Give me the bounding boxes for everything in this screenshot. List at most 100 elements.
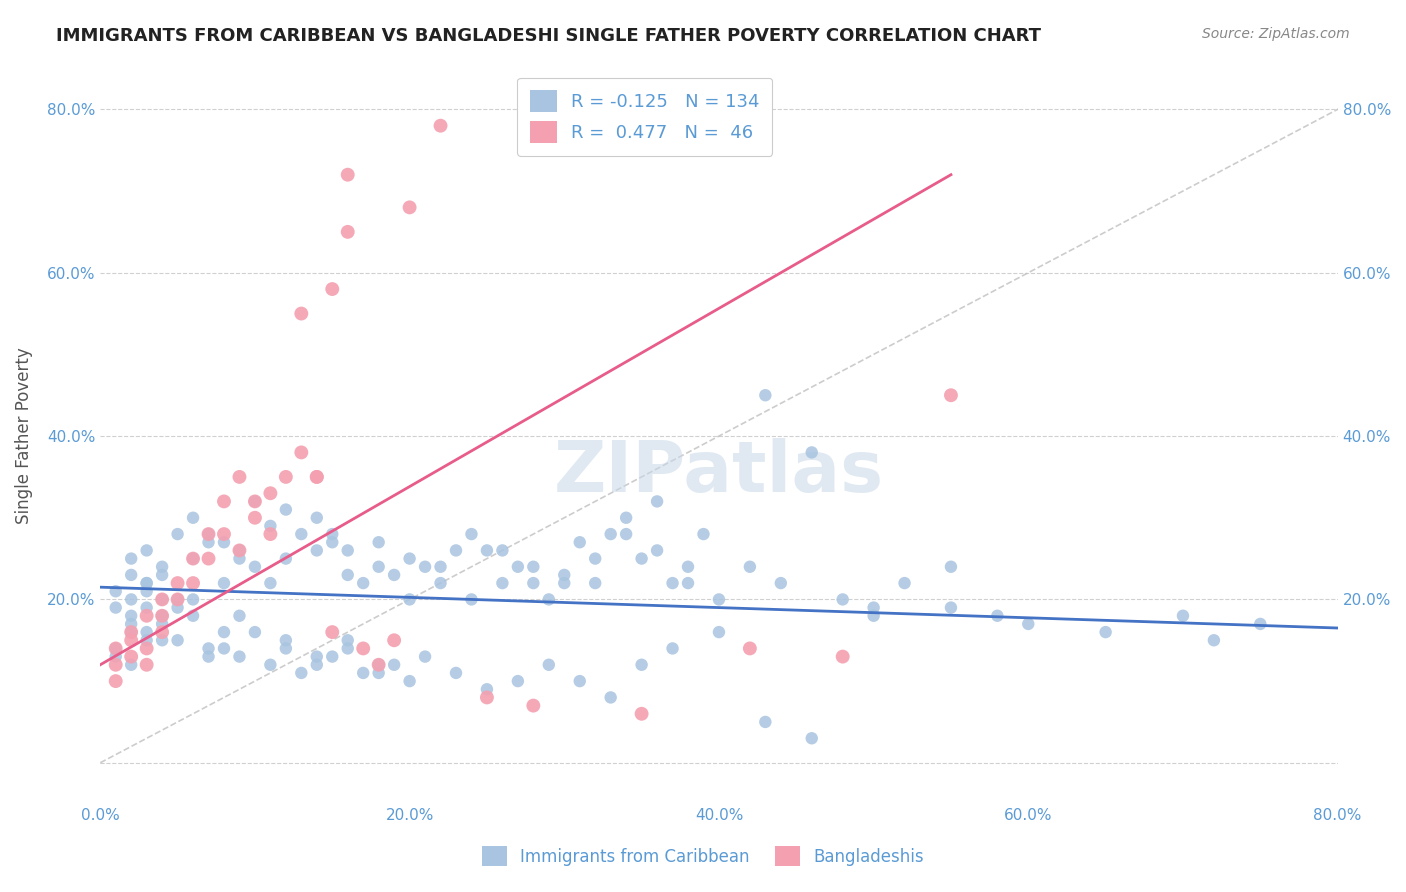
Point bbox=[166, 633, 188, 648]
Point bbox=[398, 592, 420, 607]
Point bbox=[212, 527, 235, 541]
Point bbox=[444, 543, 467, 558]
Point bbox=[645, 494, 668, 508]
Point bbox=[321, 527, 343, 541]
Point bbox=[614, 510, 637, 524]
Point bbox=[290, 307, 312, 321]
Point bbox=[676, 559, 699, 574]
Point bbox=[537, 592, 560, 607]
Point bbox=[305, 470, 328, 484]
Point bbox=[259, 576, 281, 591]
Point bbox=[305, 510, 328, 524]
Point bbox=[135, 608, 157, 623]
Point bbox=[197, 527, 219, 541]
Point bbox=[444, 665, 467, 680]
Point bbox=[228, 649, 250, 664]
Point bbox=[800, 731, 823, 746]
Point bbox=[259, 657, 281, 672]
Text: ZIPatlas: ZIPatlas bbox=[554, 438, 884, 508]
Point bbox=[120, 657, 142, 672]
Point bbox=[367, 657, 389, 672]
Point bbox=[429, 576, 451, 591]
Point bbox=[862, 608, 884, 623]
Point bbox=[1171, 608, 1194, 623]
Point bbox=[506, 674, 529, 689]
Point bbox=[181, 592, 204, 607]
Point bbox=[491, 543, 513, 558]
Point bbox=[754, 714, 776, 729]
Point bbox=[197, 649, 219, 664]
Point bbox=[104, 641, 127, 656]
Point bbox=[104, 584, 127, 599]
Point bbox=[104, 674, 127, 689]
Point bbox=[336, 225, 359, 239]
Point bbox=[120, 568, 142, 582]
Point bbox=[676, 576, 699, 591]
Point bbox=[352, 665, 374, 680]
Point bbox=[104, 641, 127, 656]
Point bbox=[135, 657, 157, 672]
Point bbox=[583, 551, 606, 566]
Point bbox=[367, 535, 389, 549]
Point bbox=[475, 543, 498, 558]
Point bbox=[274, 551, 297, 566]
Point bbox=[228, 470, 250, 484]
Point bbox=[831, 592, 853, 607]
Point bbox=[367, 559, 389, 574]
Point bbox=[321, 535, 343, 549]
Point bbox=[290, 665, 312, 680]
Point bbox=[120, 649, 142, 664]
Point bbox=[120, 551, 142, 566]
Point bbox=[150, 559, 173, 574]
Point bbox=[614, 527, 637, 541]
Point bbox=[352, 641, 374, 656]
Point bbox=[522, 576, 544, 591]
Point bbox=[135, 633, 157, 648]
Point bbox=[212, 535, 235, 549]
Point bbox=[243, 625, 266, 640]
Point bbox=[568, 674, 591, 689]
Point bbox=[321, 282, 343, 296]
Point bbox=[135, 600, 157, 615]
Point bbox=[630, 551, 652, 566]
Point bbox=[181, 608, 204, 623]
Point bbox=[228, 543, 250, 558]
Point bbox=[305, 543, 328, 558]
Point bbox=[305, 657, 328, 672]
Point bbox=[135, 641, 157, 656]
Point bbox=[522, 698, 544, 713]
Point bbox=[243, 494, 266, 508]
Point bbox=[274, 633, 297, 648]
Point bbox=[150, 608, 173, 623]
Point bbox=[212, 494, 235, 508]
Point bbox=[321, 649, 343, 664]
Point bbox=[661, 576, 683, 591]
Point bbox=[274, 502, 297, 516]
Point bbox=[336, 543, 359, 558]
Point bbox=[166, 527, 188, 541]
Point bbox=[290, 445, 312, 459]
Point bbox=[243, 510, 266, 524]
Point bbox=[120, 633, 142, 648]
Point bbox=[862, 600, 884, 615]
Point bbox=[197, 527, 219, 541]
Point bbox=[212, 576, 235, 591]
Legend: Immigrants from Caribbean, Bangladeshis: Immigrants from Caribbean, Bangladeshis bbox=[474, 838, 932, 875]
Point bbox=[259, 527, 281, 541]
Legend: R = -0.125   N = 134, R =  0.477   N =  46: R = -0.125 N = 134, R = 0.477 N = 46 bbox=[517, 78, 772, 156]
Point bbox=[135, 576, 157, 591]
Point bbox=[181, 510, 204, 524]
Point bbox=[197, 641, 219, 656]
Point bbox=[243, 559, 266, 574]
Point bbox=[893, 576, 915, 591]
Point bbox=[305, 649, 328, 664]
Point bbox=[150, 616, 173, 631]
Point bbox=[769, 576, 792, 591]
Point bbox=[692, 527, 714, 541]
Point bbox=[1202, 633, 1225, 648]
Point bbox=[120, 616, 142, 631]
Point bbox=[367, 665, 389, 680]
Point bbox=[475, 690, 498, 705]
Point bbox=[413, 559, 436, 574]
Point bbox=[754, 388, 776, 402]
